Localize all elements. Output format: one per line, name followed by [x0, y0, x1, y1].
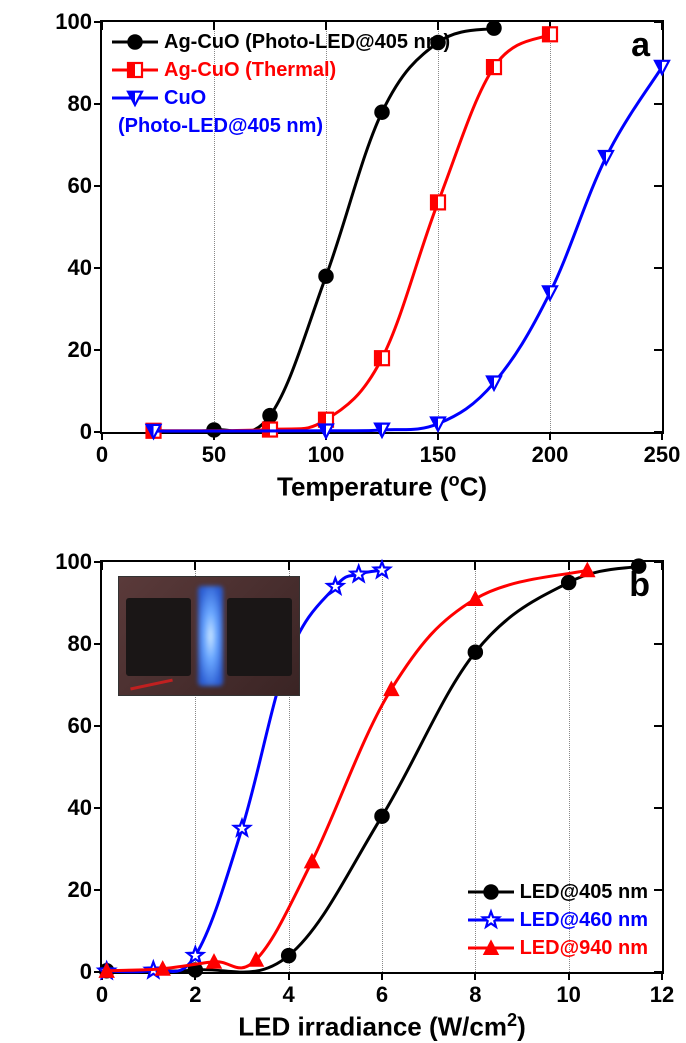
ytick-label: 0: [80, 959, 92, 985]
legend-item: Ag-CuO (Photo-LED@405 nm): [112, 28, 450, 56]
legend-label: LED@940 nm: [520, 937, 648, 960]
legend: LED@405 nm LED@460 nm LED@940 nm: [468, 878, 648, 962]
xtick-label: 0: [96, 442, 108, 468]
ytick-label: 40: [68, 795, 92, 821]
legend-item: LED@940 nm: [468, 934, 648, 962]
ytick-label: 60: [68, 713, 92, 739]
legend-item: Ag-CuO (Thermal): [112, 56, 450, 84]
xtick-label: 10: [556, 982, 580, 1008]
xtick-label: 50: [202, 442, 226, 468]
legend-item-cont: (Photo-LED@405 nm): [112, 112, 450, 140]
ytick-label: 20: [68, 337, 92, 363]
x-axis-label: Temperature (oC): [277, 470, 487, 503]
ytick-label: 0: [80, 419, 92, 445]
xtick-label: 150: [420, 442, 457, 468]
ytick-label: 40: [68, 255, 92, 281]
ytick-label: 100: [55, 549, 92, 575]
legend: Ag-CuO (Photo-LED@405 nm) Ag-CuO (Therma…: [112, 28, 450, 140]
ytick-label: 80: [68, 631, 92, 657]
legend-item: LED@460 nm: [468, 906, 648, 934]
chart-panel-a: 050100150200250020406080100Temperature (…: [100, 20, 660, 430]
chart-panel-b: 024681012020406080100LED irradiance (W/c…: [100, 560, 660, 970]
xtick-label: 4: [283, 982, 295, 1008]
ytick-label: 80: [68, 91, 92, 117]
panel-letter: b: [629, 566, 650, 605]
panel-letter: a: [631, 26, 650, 65]
xtick-label: 250: [644, 442, 681, 468]
ytick-label: 20: [68, 877, 92, 903]
plot-area: 024681012020406080100LED irradiance (W/c…: [100, 560, 664, 974]
legend-item: CuO: [112, 84, 450, 112]
legend-label: LED@460 nm: [520, 909, 648, 932]
xtick-label: 0: [96, 982, 108, 1008]
xtick-label: 6: [376, 982, 388, 1008]
plot-area: 050100150200250020406080100Temperature (…: [100, 20, 664, 434]
inset-photo: [118, 576, 300, 696]
legend-label: CuO: [164, 87, 206, 110]
legend-label: LED@405 nm: [520, 881, 648, 904]
xtick-label: 100: [308, 442, 345, 468]
ytick-label: 60: [68, 173, 92, 199]
legend-label: Ag-CuO (Photo-LED@405 nm): [164, 31, 450, 54]
x-axis-label: LED irradiance (W/cm2): [238, 1010, 526, 1043]
xtick-label: 8: [469, 982, 481, 1008]
xtick-label: 200: [532, 442, 569, 468]
legend-label: Ag-CuO (Thermal): [164, 59, 336, 82]
xtick-label: 2: [189, 982, 201, 1008]
legend-label: (Photo-LED@405 nm): [118, 115, 323, 138]
legend-item: LED@405 nm: [468, 878, 648, 906]
ytick-label: 100: [55, 9, 92, 35]
xtick-label: 12: [650, 982, 674, 1008]
